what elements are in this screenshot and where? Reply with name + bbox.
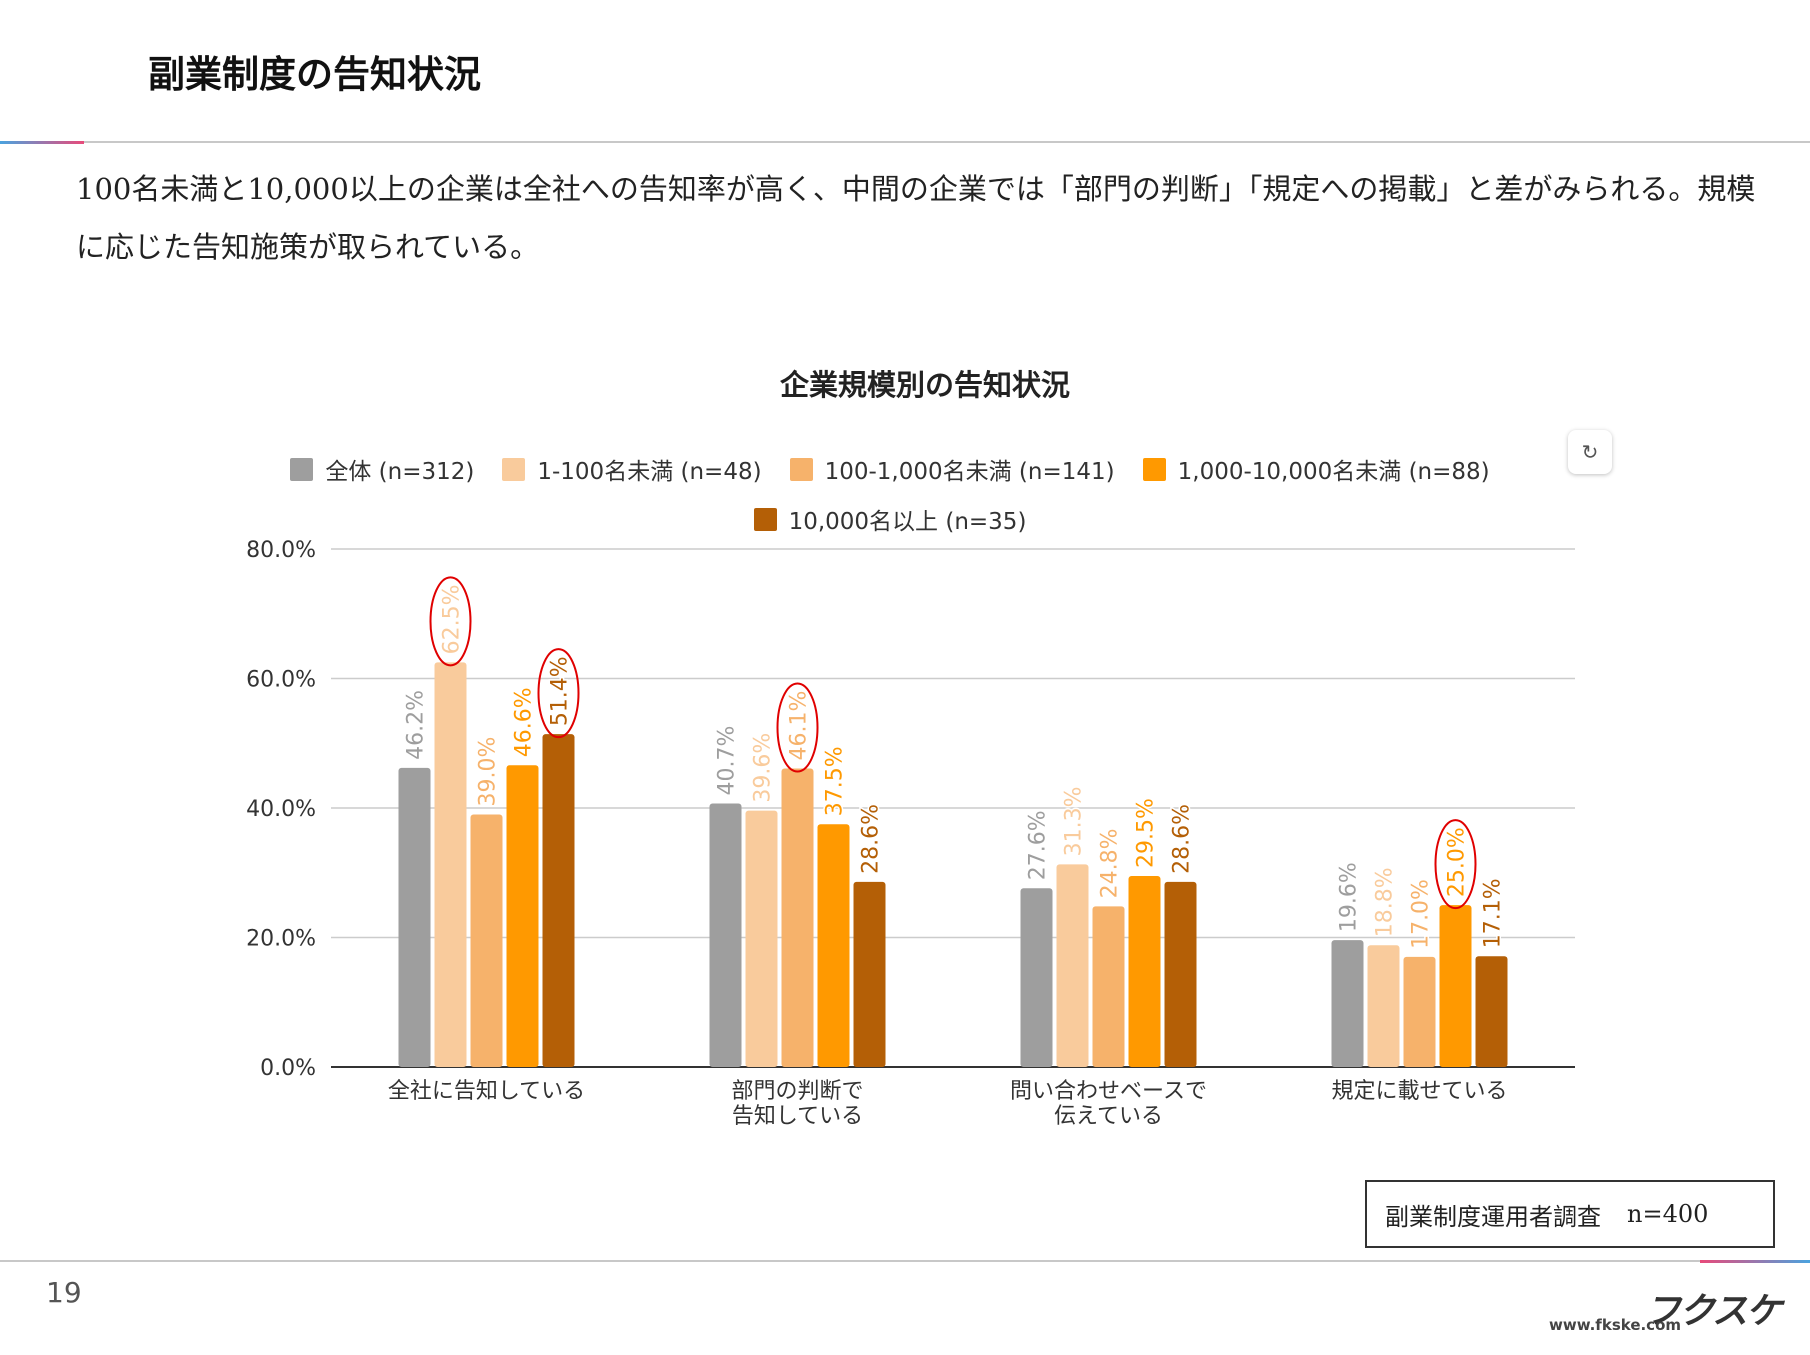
lead-text: 100名未満と10,000以上の企業は全社への告知率が高く、中間の企業では「部門… [76,172,1756,264]
x-tick-label: 規定に載せている [1331,1079,1507,1104]
footer-divider [0,1260,1810,1262]
bar [506,765,539,1067]
chart-legend: 全体 (n=312) 1-100名未満 (n=48) 100-1,000名未満 (n… [230,452,1550,536]
legend-label: 1,000-10,000名未満 (n=88) [1177,459,1490,485]
x-tick-label: 部門の判断で [731,1079,863,1104]
company-logo: フクスケ [1645,1291,1782,1332]
highlight-ellipse [1434,819,1477,910]
highlight-ellipse [776,682,819,773]
refresh-icon: ↻ [1581,440,1599,464]
data-label: 31.3% [1062,786,1087,856]
source-box: 副業制度運用者調査 n=400 [1365,1180,1775,1248]
data-label: 28.6% [859,804,884,874]
y-tick-label: 40.0% [246,797,316,822]
data-label: 46.1% [787,691,812,761]
bar [1056,864,1089,1067]
highlight-ellipse [537,648,580,739]
bar [1439,905,1472,1067]
legend-item: 100-1,000名未満 (n=141) [789,452,1115,486]
bar [709,803,742,1067]
bar [1164,881,1197,1067]
legend-label: 100-1,000名未満 (n=141) [824,459,1115,485]
data-label: 18.8% [1373,867,1398,937]
page-number: 19 [46,1276,82,1309]
footer-accent [1700,1260,1810,1263]
header-accent [0,141,84,144]
refresh-button[interactable]: ↻ [1568,430,1612,474]
legend-item: 1-100名未満 (n=48) [502,452,762,486]
legend-swatch [502,457,526,481]
legend-label: 1-100名未満 (n=48) [537,459,762,485]
bar [470,814,503,1067]
data-label: 27.6% [1026,810,1051,880]
bar [1092,906,1125,1067]
legend-label: 全体 (n=312) [325,459,475,485]
legend-label: 10,000名以上 (n=35) [788,509,1027,535]
bar [781,768,814,1067]
legend-swatch [290,457,314,481]
data-label: 17.0% [1409,879,1434,949]
legend-swatch [1142,457,1166,481]
data-label: 46.2% [404,690,429,760]
data-label: 29.5% [1134,798,1159,868]
data-label: 40.7% [715,726,740,796]
bar [745,810,778,1067]
chart-title: 企業規模別の告知状況 [779,368,1070,402]
bar [398,767,431,1067]
bar [853,881,886,1067]
bar [434,662,467,1067]
data-label: 39.6% [751,733,776,803]
bar [817,824,850,1067]
bar [1403,956,1436,1067]
data-label: 51.4% [548,656,573,726]
highlight-ellipse [429,576,472,667]
data-label: 25.0% [1445,827,1470,897]
source-n: n=400 [1627,1200,1709,1228]
legend-item: 1,000-10,000名未満 (n=88) [1142,452,1490,486]
data-label: 28.6% [1170,804,1195,874]
legend-item: 10,000名以上 (n=35) [753,502,1027,536]
x-tick-label: 告知している [732,1104,863,1129]
bar [1367,945,1400,1067]
bar [542,734,575,1067]
source-label: 副業制度運用者調査 [1385,1202,1601,1231]
data-label: 37.5% [823,746,848,816]
bar [1020,888,1053,1067]
legend-swatch [789,457,813,481]
x-tick-label: 問い合わせベースで [1010,1079,1207,1104]
header-divider [0,141,1810,143]
page-title: 副業制度の告知状況 [148,52,481,96]
bar [1331,940,1364,1067]
data-label: 62.5% [440,584,465,654]
data-label: 19.6% [1337,862,1362,932]
y-tick-label: 0.0% [260,1056,316,1081]
bar [1128,875,1161,1067]
x-tick-label: 伝えている [1054,1104,1163,1129]
y-tick-label: 60.0% [246,668,316,693]
y-tick-label: 20.0% [246,927,316,952]
company-url: www.fkske.com [1549,1316,1682,1334]
legend-item: 全体 (n=312) [290,452,474,486]
data-label: 24.8% [1098,829,1123,899]
data-label: 17.1% [1481,878,1506,948]
legend-swatch [753,507,777,531]
y-tick-label: 80.0% [246,538,316,563]
data-label: 39.0% [476,737,501,807]
data-label: 46.6% [512,687,537,757]
bar [1475,956,1508,1067]
x-tick-label: 全社に告知している [388,1079,585,1104]
